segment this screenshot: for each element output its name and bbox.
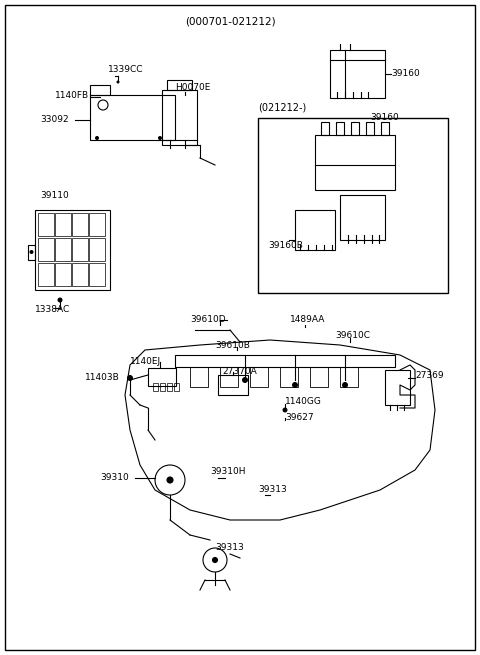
Bar (315, 135, 395, 190)
Text: 27370A: 27370A (222, 367, 257, 377)
Bar (90, 95, 175, 140)
Bar (38, 213, 54, 236)
Text: 39160: 39160 (391, 69, 420, 79)
Bar (89, 263, 105, 286)
Text: 33092: 33092 (40, 115, 69, 124)
Text: 39310H: 39310H (210, 468, 245, 476)
Bar (167, 383, 172, 391)
Text: 39310: 39310 (100, 474, 129, 483)
Bar (385, 370, 410, 405)
Text: (021212-): (021212-) (258, 103, 306, 113)
Circle shape (242, 377, 248, 383)
Text: 39610D: 39610D (190, 316, 226, 324)
Circle shape (342, 382, 348, 388)
Text: 39313: 39313 (215, 544, 244, 553)
Bar (167, 80, 192, 90)
Bar (55, 263, 71, 286)
Bar (295, 210, 335, 250)
Bar (250, 367, 268, 387)
Bar (38, 238, 54, 261)
Circle shape (127, 375, 133, 381)
Text: 39610B: 39610B (215, 341, 250, 350)
Bar (72, 213, 88, 236)
Circle shape (283, 407, 288, 413)
Bar (72, 238, 88, 261)
Bar (175, 355, 395, 367)
Text: 39160: 39160 (370, 113, 399, 122)
Bar (218, 375, 248, 395)
Bar (28, 245, 35, 260)
Bar (55, 238, 71, 261)
Circle shape (292, 382, 298, 388)
Bar (55, 213, 71, 236)
Bar (336, 122, 344, 135)
Bar (148, 368, 176, 386)
Circle shape (167, 477, 173, 483)
Text: 1140EJ: 1140EJ (130, 358, 161, 367)
Bar (162, 90, 197, 145)
Bar (160, 383, 165, 391)
Circle shape (117, 81, 120, 83)
Text: (000701-021212): (000701-021212) (185, 17, 276, 27)
Text: 27369: 27369 (415, 371, 444, 379)
Bar (330, 50, 385, 98)
Text: 39313: 39313 (258, 485, 287, 495)
Bar (351, 122, 359, 135)
Text: 39627: 39627 (285, 413, 313, 422)
Circle shape (58, 297, 62, 303)
Circle shape (213, 557, 217, 563)
Bar (174, 383, 179, 391)
Bar (310, 367, 328, 387)
Bar (35, 210, 110, 290)
Bar (340, 195, 385, 240)
Text: 1338AC: 1338AC (35, 305, 70, 314)
Bar (381, 122, 389, 135)
Bar (38, 263, 54, 286)
Circle shape (29, 250, 34, 254)
Bar (340, 367, 358, 387)
Text: 1489AA: 1489AA (290, 316, 325, 324)
Bar (153, 383, 158, 391)
Text: 39160B: 39160B (268, 240, 303, 250)
Text: H0070E: H0070E (175, 83, 210, 92)
Bar (90, 85, 110, 95)
Circle shape (95, 136, 99, 140)
Bar (72, 263, 88, 286)
Bar (366, 122, 374, 135)
Circle shape (158, 136, 162, 140)
Text: 39110: 39110 (40, 191, 69, 200)
Text: 1339CC: 1339CC (108, 66, 144, 75)
Bar (190, 367, 208, 387)
Bar (220, 367, 238, 387)
Bar (321, 122, 329, 135)
Bar (258, 118, 448, 293)
Text: 39610C: 39610C (335, 331, 370, 339)
Bar (280, 367, 298, 387)
Bar (89, 213, 105, 236)
Text: 11403B: 11403B (85, 373, 120, 383)
Text: 1140FB: 1140FB (55, 90, 89, 100)
Bar (89, 238, 105, 261)
Text: 1140GG: 1140GG (285, 398, 322, 407)
